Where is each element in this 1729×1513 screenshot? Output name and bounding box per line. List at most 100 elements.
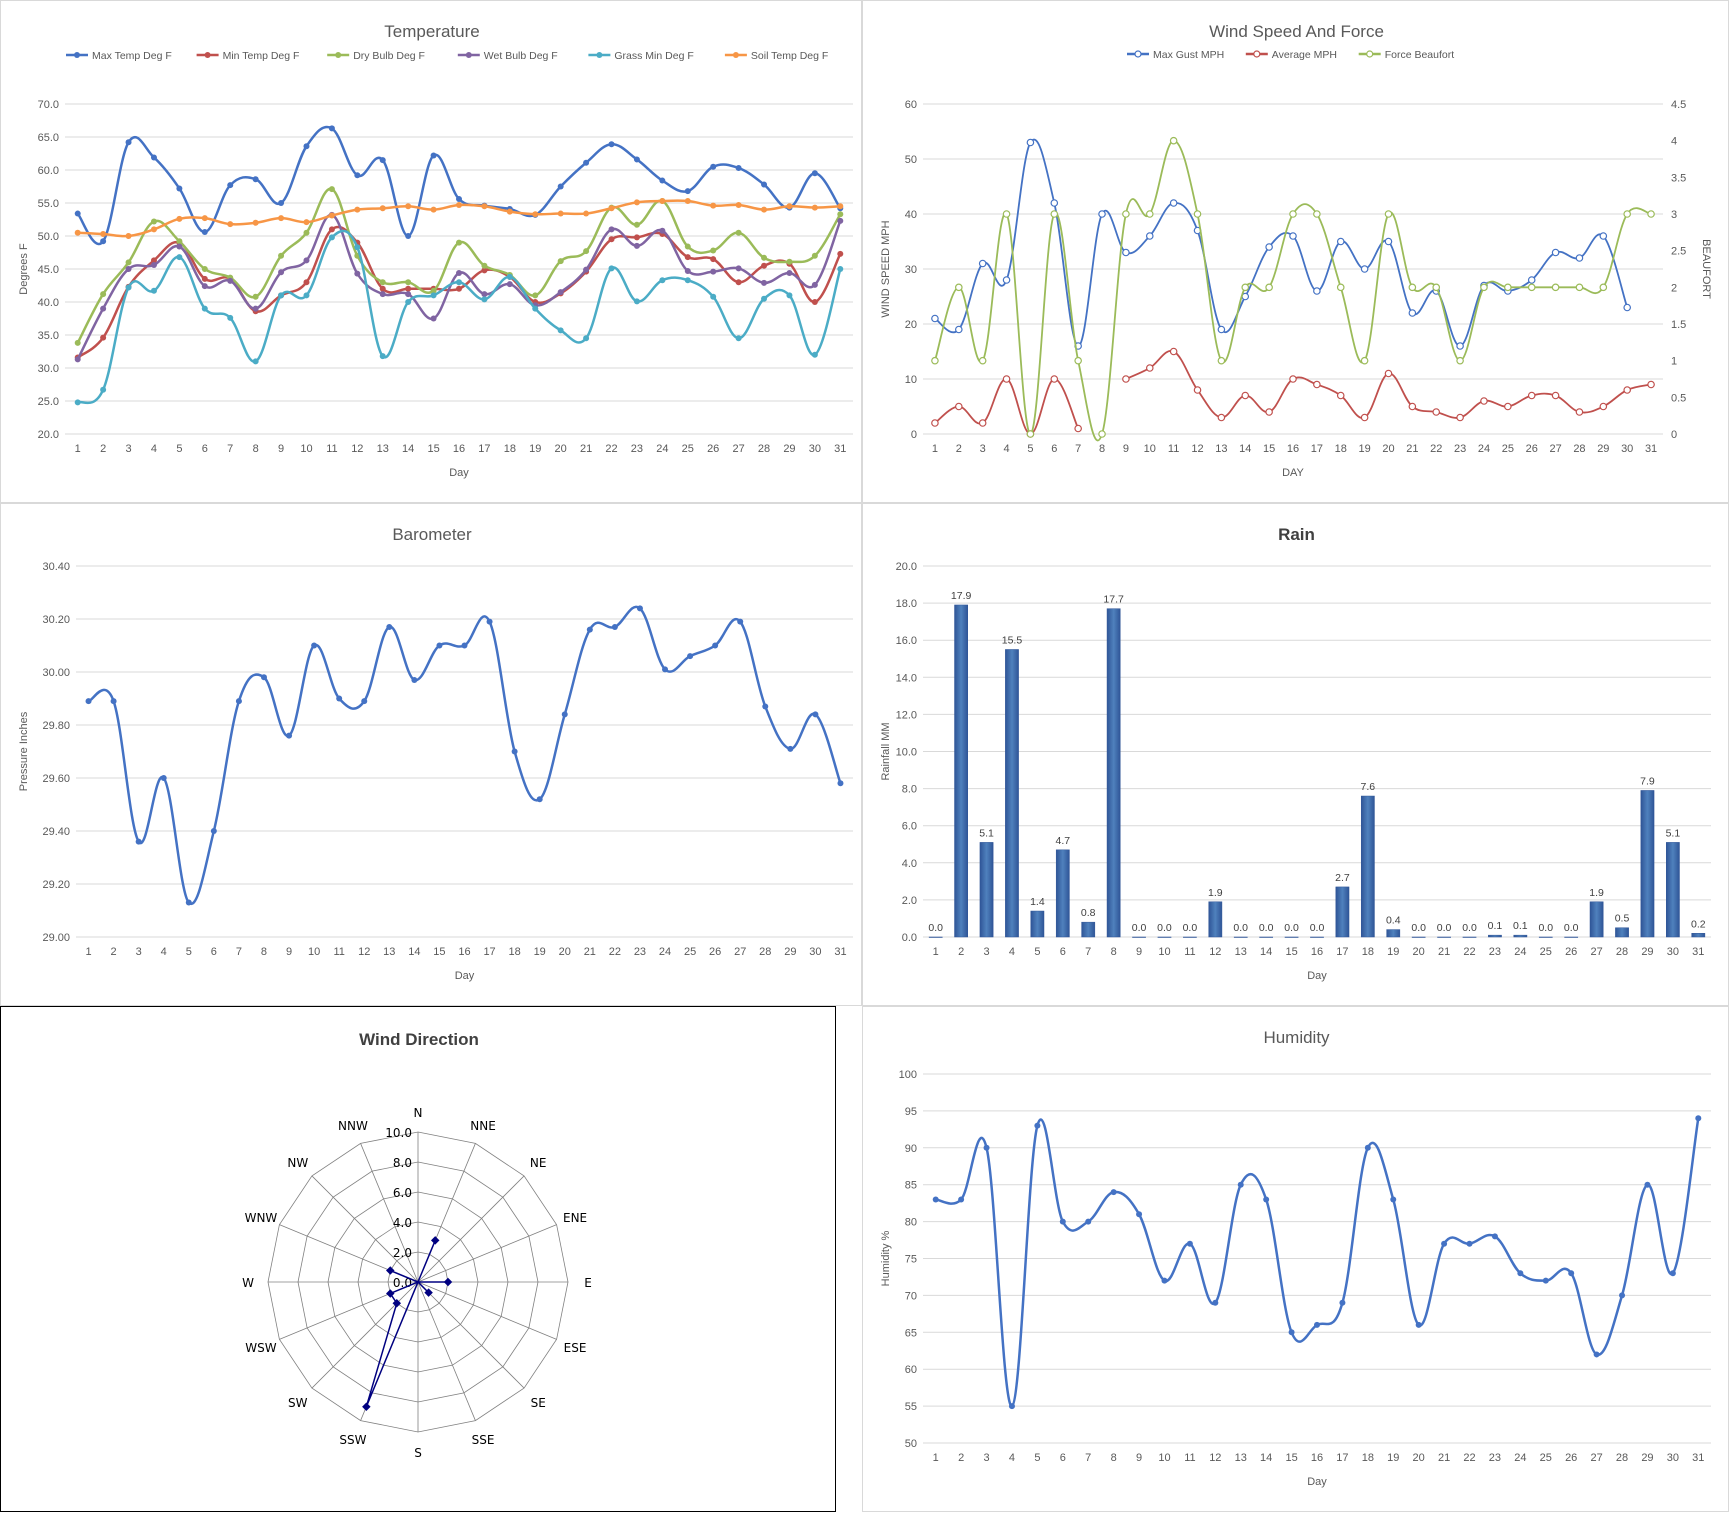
x-tick-label: 13 [1235,946,1247,958]
data-point [461,642,468,649]
legend-marker [1366,50,1374,58]
x-tick-label: 29 [1641,946,1653,958]
data-point [1217,325,1226,334]
data-point [1002,375,1011,383]
data-point [176,185,183,192]
x-tick-label: 13 [383,946,395,958]
data-point [405,279,412,286]
x-tick-label: 18 [504,443,516,455]
series-line [76,125,842,246]
x-tick-label: 29 [1641,1452,1653,1464]
x-tick-label: 21 [1438,1452,1450,1464]
chart-title: Rain [1278,525,1315,544]
data-point [361,698,368,705]
data-label: 0.0 [1310,922,1325,934]
data-point [1480,283,1488,292]
y-tick-label: 29.60 [42,773,70,785]
x-tick-label: 16 [1311,946,1323,958]
data-point [762,703,769,710]
y-tick-label: 55.0 [38,198,59,210]
data-point [456,239,462,246]
x-tick-label: 6 [1060,1452,1066,1464]
legend-marker [732,52,739,58]
data-point [405,285,412,292]
data-point [735,265,742,272]
data-point [1313,210,1321,218]
bar [1386,929,1401,938]
x-tick-label: 7 [1085,946,1091,958]
x-tick-label: 2 [111,946,117,958]
data-point [1695,1115,1702,1122]
data-point [278,215,285,222]
legend: Max Temp Deg F Min Temp Deg F Dry Bulb Deg… [66,50,828,62]
bar [1132,936,1146,938]
x-tick-label: 14 [1260,1452,1272,1464]
x-tick-label: 4 [1009,1452,1015,1464]
data-point [1336,237,1345,246]
wind-direction-chart: Wind Direction N NNE NE ENE E ESE SE SSE S SSW SW WS… [0,1006,836,1512]
bar [1564,936,1579,938]
data-point [1456,342,1464,350]
data-point [811,252,818,259]
data-point [74,356,81,363]
data-point [1644,1181,1651,1188]
data-label: 1.9 [1208,887,1223,899]
y2-tick-label: 2 [1671,282,1677,294]
data-point [328,226,335,233]
y-tick-label: 50 [905,1438,917,1450]
x-tick-label: 19 [1358,443,1370,455]
x-tick-label: 6 [202,443,208,455]
barometer-chart: Barometer 29.00 29.20 29.40 29.60 29.80 30.00 3… [0,503,862,1006]
rain-chart-svg: Rain0.02.04.06.08.010.012.014.016.018.02… [880,525,1711,982]
temperature-chart-svg: Temperature 20.0 25.0 30.0 35.0 40.0 45.0 50.0 5… [18,22,853,479]
x-tick-label: 31 [834,443,846,455]
data-point [786,292,793,299]
data-point [1145,364,1154,372]
data-point [633,199,640,206]
data-point [210,828,217,834]
data-point [160,775,167,781]
data-label: 0.0 [1259,922,1274,934]
data-point [1480,397,1488,405]
x-tick-label: 26 [1526,443,1538,455]
x-tick-label: 22 [1463,946,1475,958]
data-point [354,206,361,213]
x-tick-label: 30 [1621,443,1633,455]
y-axis-label: Pressure Inches [18,711,30,791]
x-tick-label: 25 [1502,443,1514,455]
data-point [659,277,666,284]
data-label: 0.0 [1284,922,1299,934]
y-tick-label: 70 [905,1290,917,1302]
data-point [1161,1277,1168,1284]
data-point [1288,1329,1295,1336]
radial-tick-label: 2.0 [393,1246,412,1260]
data-point [125,139,132,146]
bar [954,604,968,938]
y-tick-label: 45.0 [38,264,59,276]
data-point [252,305,259,312]
y-tick-label: 80 [905,1217,917,1229]
direction-label: ESE [564,1341,587,1355]
x-tick-label: 1 [933,1452,939,1464]
data-point [1669,1270,1676,1277]
x-tick-label: 8 [1111,946,1117,958]
x-tick-label: 27 [1549,443,1561,455]
x-tick-label: 23 [1489,946,1501,958]
data-point [227,314,234,321]
data-point [761,279,768,286]
legend-label: Max Gust MPH [1153,49,1224,61]
x-tick-label: 15 [433,946,445,958]
y-tick-label: 30.0 [38,363,59,375]
data-point [1289,232,1297,240]
x-tick-label: 5 [1034,1452,1040,1464]
data-point [1384,237,1393,246]
data-point [260,674,267,681]
data-point [557,289,564,296]
data-point [536,796,543,803]
data-point [1623,303,1631,312]
y-tick-label: 100 [899,1069,917,1081]
data-point [1265,243,1273,251]
x-tick-label: 23 [631,443,643,455]
data-label: 17.9 [951,590,972,602]
data-point [336,695,343,702]
